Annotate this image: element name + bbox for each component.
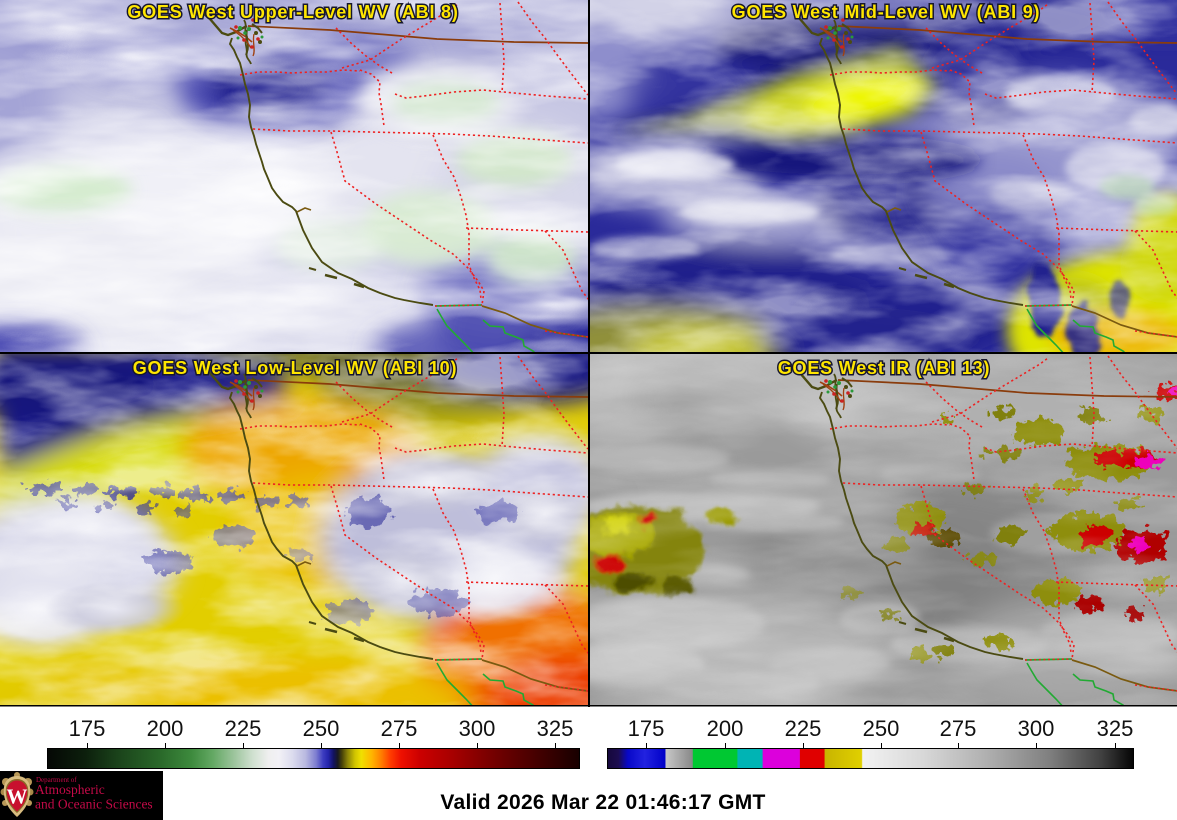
svg-text:GOES West Upper-Level WV (ABI: GOES West Upper-Level WV (ABI 8) [127,2,458,22]
svg-text:GOES West Mid-Level WV (ABI 9): GOES West Mid-Level WV (ABI 9) [732,2,1041,22]
svg-text:GOES West IR (ABI 13): GOES West IR (ABI 13) [778,358,991,378]
svg-text:GOES West Low-Level WV (ABI 10: GOES West Low-Level WV (ABI 10) [133,358,458,378]
svg-text:Department of: Department of [36,776,77,784]
svg-text:and Oceanic Sciences: and Oceanic Sciences [35,797,153,812]
svg-text:Atmospheric: Atmospheric [35,782,105,797]
svg-text:W: W [7,785,28,809]
